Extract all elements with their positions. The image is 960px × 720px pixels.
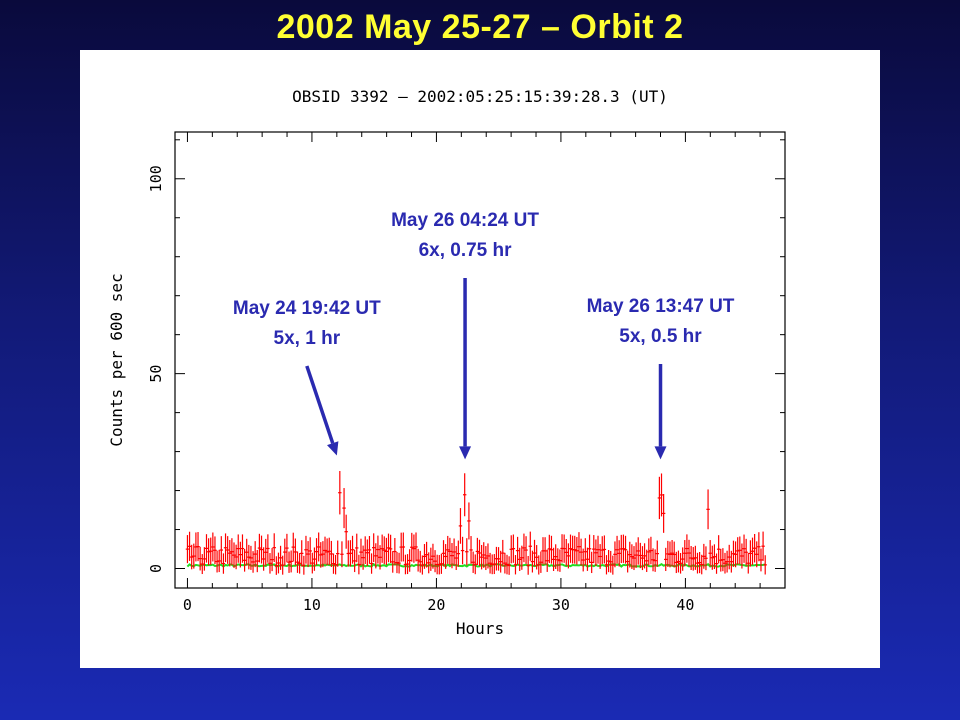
chart-title: OBSID 3392 – 2002:05:25:15:39:28.3 (UT) <box>292 87 668 106</box>
annotation-arrow-shaft <box>305 365 335 444</box>
light-curve-chart: OBSID 3392 – 2002:05:25:15:39:28.3 (UT) … <box>107 87 786 638</box>
flare-annotation-1: May 24 19:42 UT 5x, 1 hr <box>207 294 407 354</box>
flare-annotation-2-time: May 26 04:24 UT <box>391 210 539 231</box>
annotation-arrow-head <box>327 441 339 456</box>
y-axis-label: Counts per 600 sec <box>107 273 126 446</box>
annotation-arrow-head <box>459 446 472 460</box>
flare-annotation-3: May 26 13:47 UT 5x, 0.5 hr <box>561 292 761 352</box>
flare-annotation-2-detail: 6x, 0.75 hr <box>418 240 512 261</box>
slide-title: 2002 May 25-27 – Orbit 2 <box>276 8 684 46</box>
y-tick-label: 0 <box>147 564 165 573</box>
source-counts-series <box>185 471 767 575</box>
x-tick-label: 0 <box>183 596 192 614</box>
plot-panel: OBSID 3392 – 2002:05:25:15:39:28.3 (UT) … <box>80 50 880 668</box>
flare-annotation-1-time: May 24 19:42 UT <box>232 298 381 319</box>
x-tick-label: 10 <box>303 596 321 614</box>
x-tick-label: 40 <box>676 596 694 614</box>
x-tick-label: 20 <box>427 596 445 614</box>
flare-annotation-2: May 26 04:24 UT 6x, 0.75 hr <box>365 206 565 266</box>
flare-arrows <box>305 278 667 460</box>
axis-ticks: 0 10 20 30 40 0 50 100 <box>147 132 785 614</box>
y-tick-label: 100 <box>147 165 165 192</box>
x-axis-label: Hours <box>456 619 504 638</box>
y-tick-label: 50 <box>147 365 165 383</box>
flare-annotation-1-detail: 5x, 1 hr <box>273 328 341 349</box>
flare-annotation-3-detail: 5x, 0.5 hr <box>619 326 702 347</box>
flare-annotation-3-time: May 26 13:47 UT <box>586 296 735 317</box>
plot-frame <box>174 131 786 589</box>
x-tick-label: 30 <box>552 596 570 614</box>
annotation-arrow-head <box>654 446 667 460</box>
